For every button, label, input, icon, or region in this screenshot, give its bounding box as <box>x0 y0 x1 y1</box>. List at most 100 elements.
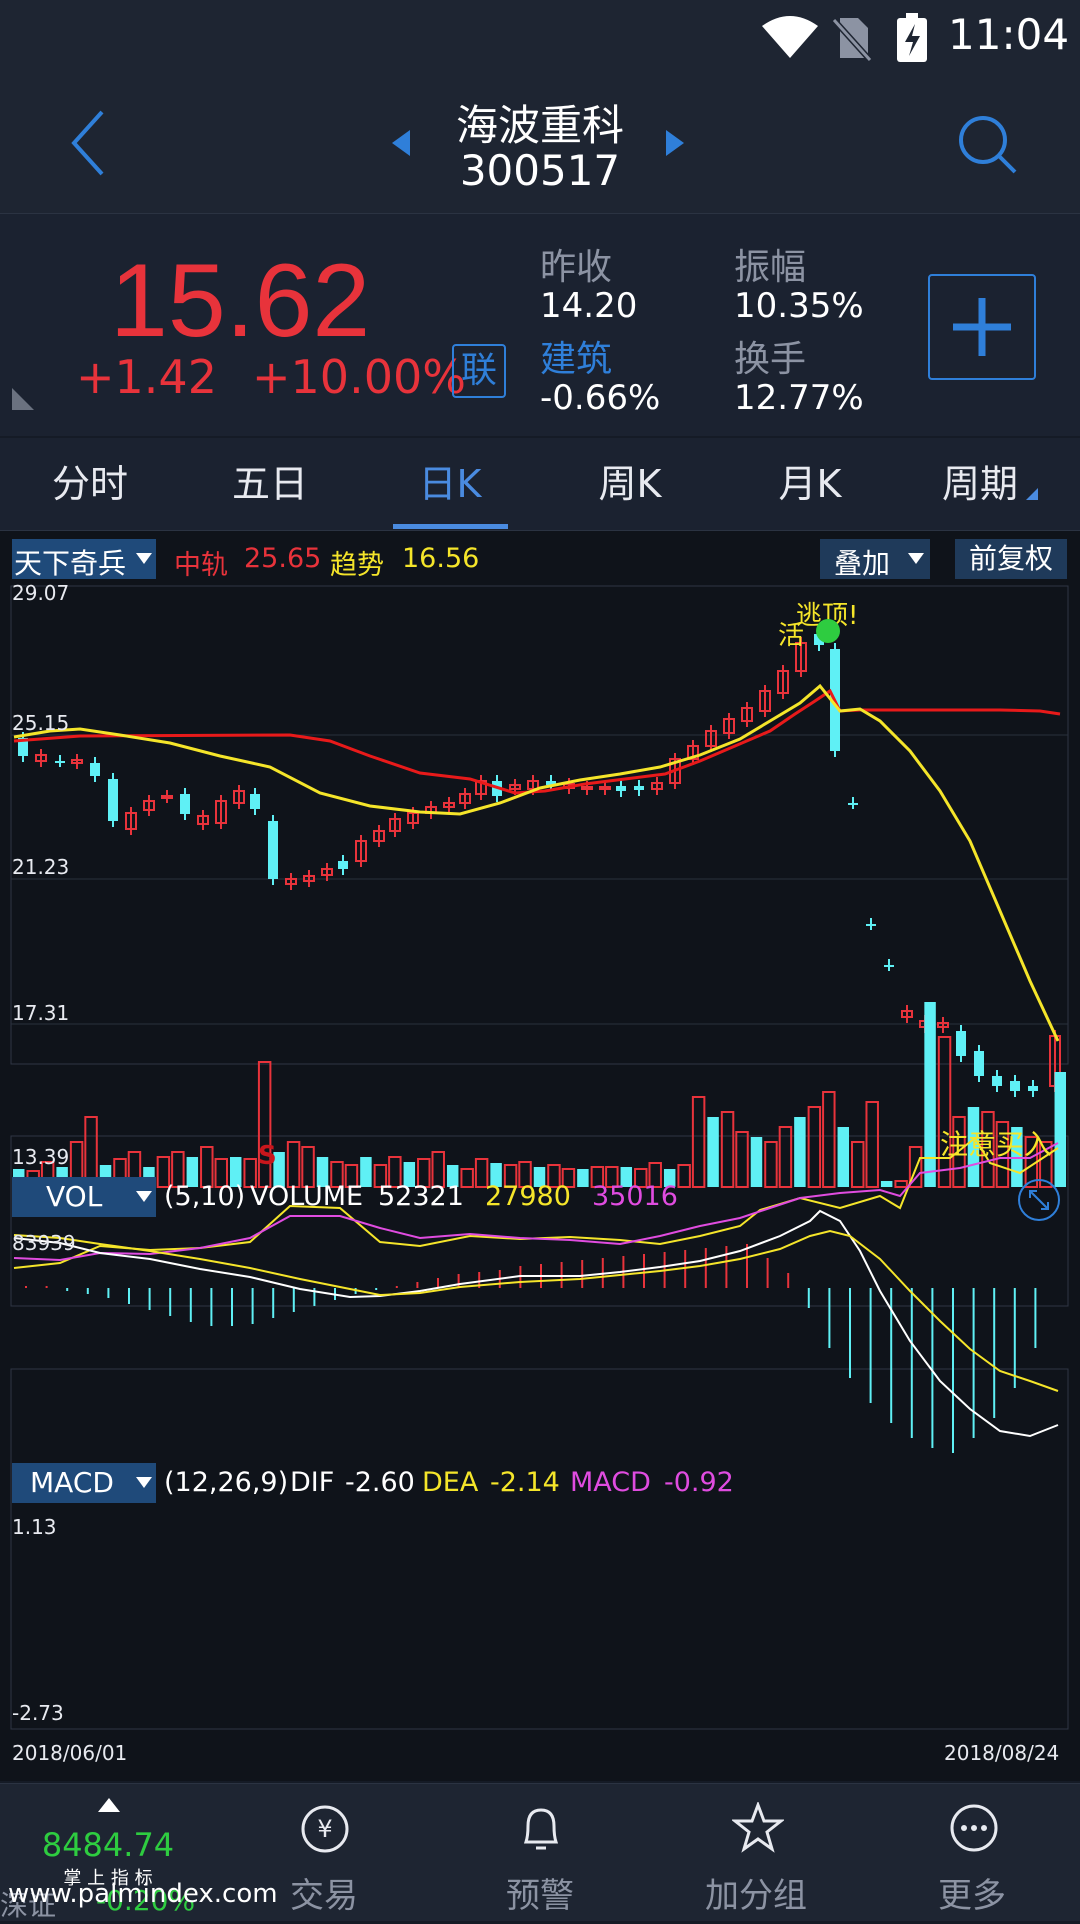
candle-body <box>215 800 227 824</box>
nav-trade[interactable]: ¥ 交易 <box>216 1784 432 1921</box>
volume-bar <box>99 1165 112 1187</box>
volume-bar <box>547 1164 561 1188</box>
prev-stock-icon[interactable] <box>390 128 412 158</box>
sell-signal-s: S <box>258 1141 277 1171</box>
nav-alert[interactable]: 预警 <box>432 1784 648 1921</box>
turnover-value: 12.77% <box>734 378 864 418</box>
volume-bar <box>735 1131 749 1188</box>
index-hint: 掌 上 指 标 <box>63 1868 153 1889</box>
overlay-button[interactable]: 叠加 <box>820 539 930 580</box>
nav-more[interactable]: 更多 <box>864 1784 1080 1921</box>
kline-y-label: 13.39 <box>12 1145 70 1169</box>
volume-bar <box>533 1167 546 1187</box>
volume-bar <box>894 1180 908 1188</box>
wifi-icon <box>762 16 818 58</box>
period-dropdown-icon <box>1026 488 1038 500</box>
sector-label[interactable]: 建筑 <box>540 339 613 380</box>
candle-body <box>1010 1081 1020 1091</box>
volume-bar <box>229 1157 242 1187</box>
tab-weekly-k[interactable]: 周K <box>598 462 662 506</box>
candle-body <box>509 784 521 790</box>
vol-value: 52321 <box>378 1181 464 1212</box>
adjust-button[interactable]: 前复权 <box>955 539 1067 579</box>
volume-bar <box>663 1169 676 1187</box>
search-icon[interactable] <box>955 112 1019 176</box>
status-bar: 11:04 <box>0 0 1080 78</box>
candle-body <box>723 718 735 734</box>
candle-body <box>161 795 173 799</box>
index-value: 8484.74 <box>41 1826 175 1864</box>
macd-bottom-label: -2.73 <box>12 1701 64 1725</box>
title-bar: 海波重科 300517 <box>0 78 1080 214</box>
candle-body <box>741 707 753 722</box>
start-date: 2018/06/01 <box>12 1741 128 1765</box>
more-icon <box>950 1804 998 1852</box>
volume-bar <box>908 1146 923 1188</box>
tab-active-indicator <box>393 524 508 529</box>
candle-body <box>125 812 137 830</box>
volume-bar <box>577 1169 589 1187</box>
tab-daily-k[interactable]: 日K <box>418 462 482 506</box>
candle-body <box>651 782 663 790</box>
candle-body <box>55 761 65 763</box>
volume-bar <box>417 1158 431 1188</box>
volume-bar <box>778 1126 793 1188</box>
sector-change: -0.66% <box>540 378 661 418</box>
vol-params: (5,10) <box>164 1181 246 1212</box>
tab-five-day[interactable]: 五日 <box>231 462 308 506</box>
candle-body <box>795 642 807 672</box>
index-ticker[interactable]: 8484.74 掌 上 指 标 深证 -0.20% www.palmindex.… <box>0 1784 278 1922</box>
volume-bar <box>880 1181 893 1187</box>
macd-selector[interactable]: MACD <box>12 1463 156 1503</box>
top-signal-star-icon <box>816 619 840 643</box>
macd-top-label: 1.13 <box>12 1515 57 1539</box>
volume-bar <box>360 1157 372 1187</box>
candle-body <box>992 1076 1002 1086</box>
indicator-selector[interactable]: 天下奇兵 <box>12 539 156 580</box>
candle-body <box>974 1051 984 1076</box>
index-change: -0.20% <box>96 1884 196 1917</box>
volume-bar <box>171 1151 185 1188</box>
candle-body <box>389 818 401 832</box>
volume-bar <box>257 1061 272 1188</box>
trend-line <box>13 683 1060 1042</box>
volume-bar <box>924 1002 936 1187</box>
price-change-pct: +10.00% <box>252 350 466 404</box>
candle-body <box>814 634 824 645</box>
candle-body <box>616 786 626 791</box>
back-icon[interactable] <box>68 108 108 178</box>
volume-bar <box>707 1117 719 1187</box>
period-tabs: 分时 五日 日K 周K 月K 周期 <box>0 438 1080 531</box>
fullscreen-icon[interactable] <box>1016 1177 1062 1223</box>
vol-ma5-value: 27980 <box>485 1181 571 1212</box>
tab-monthly-k[interactable]: 月K <box>778 462 842 506</box>
candle-body <box>634 786 644 790</box>
tab-intraday[interactable]: 分时 <box>51 462 128 506</box>
candle-body <box>956 1031 966 1056</box>
volume-bar <box>1039 1141 1053 1188</box>
watermark: www.palmindex.com <box>8 1879 278 1909</box>
candle-body <box>407 812 419 824</box>
kline-chart[interactable] <box>0 531 1080 1781</box>
add-watchlist-button[interactable] <box>928 274 1036 380</box>
candle-body <box>143 800 155 811</box>
candle-body <box>759 690 771 712</box>
link-badge[interactable]: 联 <box>452 344 506 398</box>
candle-body <box>35 754 47 762</box>
star-icon <box>732 1802 784 1853</box>
vol-label: VOLUME <box>250 1181 364 1212</box>
candle-body <box>321 868 333 876</box>
tab-period[interactable]: 周期 <box>941 462 1018 506</box>
macd-dea-line <box>13 1229 1059 1392</box>
volume-bar <box>677 1164 691 1188</box>
volume-bar <box>186 1157 199 1187</box>
nav-add-group[interactable]: 加分组 <box>648 1784 864 1921</box>
kline-y-label: 21.23 <box>12 855 70 879</box>
kline-y-label: 17.31 <box>12 1001 70 1025</box>
mid-value: 25.65 <box>244 543 322 574</box>
nav-alert-label: 预警 <box>506 1876 574 1916</box>
volume-bar <box>764 1141 778 1188</box>
candle-body <box>197 815 209 825</box>
next-stock-icon[interactable] <box>664 128 686 158</box>
vol-selector[interactable]: VOL <box>12 1177 156 1217</box>
